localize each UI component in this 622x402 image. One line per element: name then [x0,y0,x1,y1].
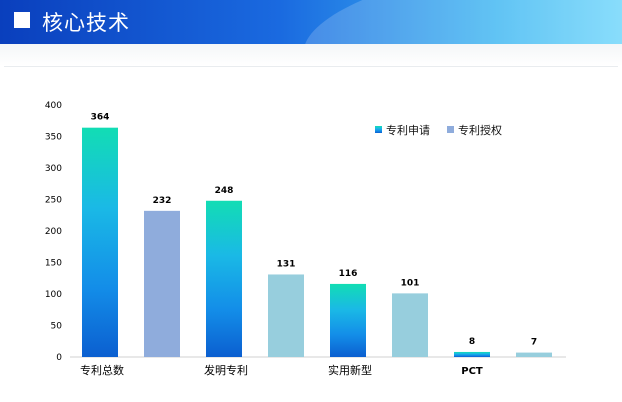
legend-swatch [375,126,382,133]
y-tick-label: 250 [45,196,62,206]
data-label: 101 [401,278,420,288]
legend-label: 专利授权 [458,123,502,137]
y-tick-label: 100 [45,290,62,300]
data-label: 232 [153,196,172,206]
header-band [0,44,622,66]
legend-label: 专利申请 [386,123,430,137]
bar-apply [206,200,242,357]
y-tick-label: 300 [45,164,62,174]
data-label: 116 [339,269,358,279]
header-bar: 核心技术 [0,0,622,44]
bar-grant [268,274,304,357]
bar-grant [144,210,180,357]
data-label: 7 [531,338,537,348]
y-tick-label: 200 [45,227,62,237]
data-label: 248 [215,186,234,196]
data-label: 364 [91,113,110,123]
y-tick-label: 150 [45,259,62,269]
square-icon [14,12,30,28]
y-tick-label: 0 [56,353,62,363]
data-label: 131 [277,259,296,269]
category-label: 发明专利 [204,363,248,377]
category-label: PCT [461,366,483,377]
bar-grant [392,293,428,357]
data-label: 8 [469,337,475,347]
bar-apply [454,351,490,357]
bar-grant [516,352,552,357]
y-tick-label: 50 [51,322,63,332]
bar-apply [82,127,118,358]
legend-swatch [447,126,454,133]
category-label: 专利总数 [80,363,124,377]
bar-apply [330,283,366,357]
category-label: 实用新型 [328,363,372,377]
y-tick-label: 400 [45,101,62,111]
y-tick-label: 350 [45,133,62,143]
page-title: 核心技术 [42,11,130,35]
